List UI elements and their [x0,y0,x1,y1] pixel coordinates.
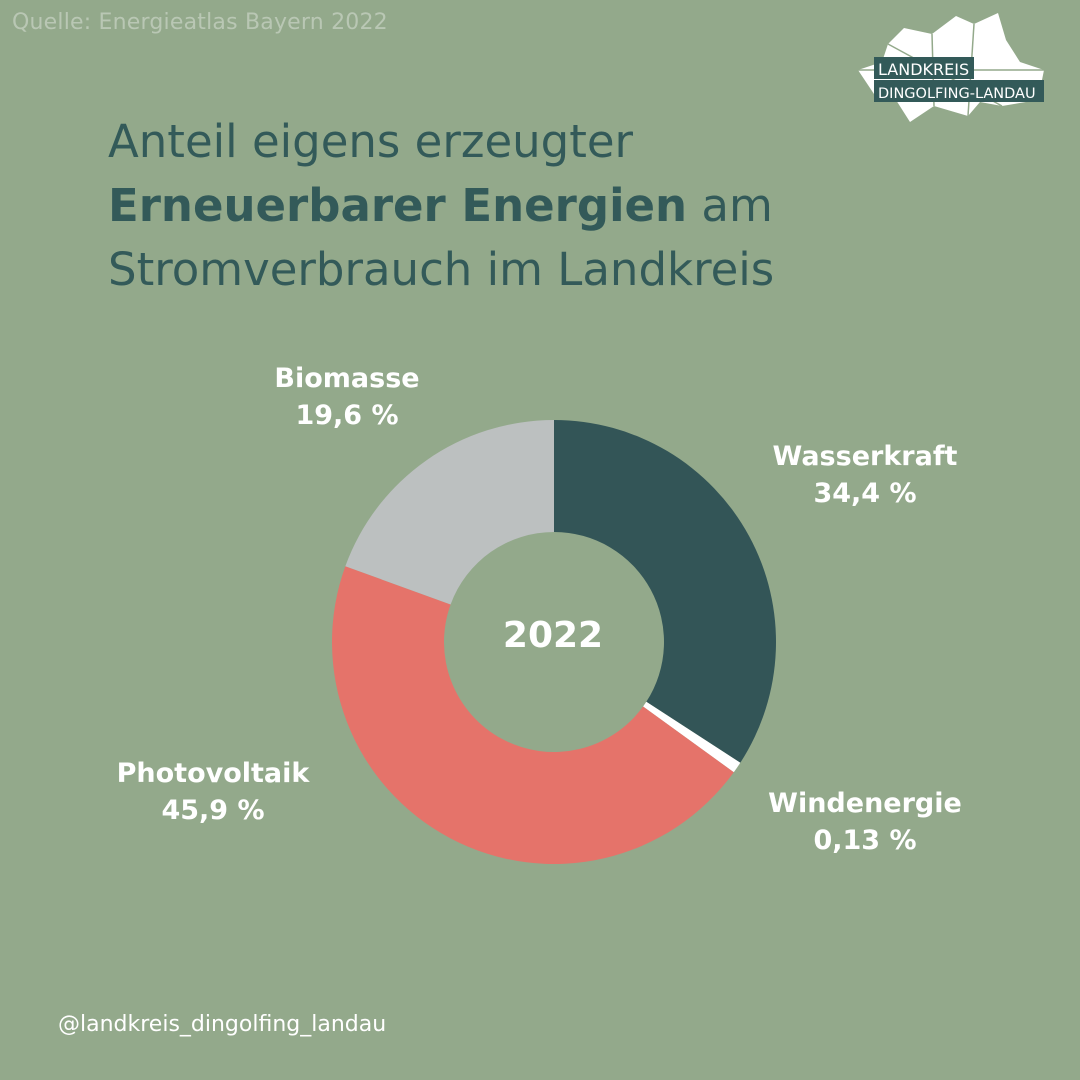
social-handle: @landkreis_dingolfing_landau [58,1012,387,1037]
label-wasserkraft: Wasserkraft 34,4 % [735,438,995,512]
slice-biomasse [345,420,554,605]
source-note: Quelle: Energieatlas Bayern 2022 [12,10,388,35]
label-photovoltaik: Photovoltaik 45,9 % [83,755,343,829]
logo-line1: LANDKREIS [878,60,969,79]
slice-photovoltaik [331,566,734,865]
center-year-label: 2022 [502,615,604,656]
label-windenergie-name: Windenergie [768,788,962,819]
label-windenergie-value: 0,13 % [813,825,917,856]
label-biomasse-value: 19,6 % [295,400,399,431]
landkreis-logo: LANDKREIS DINGOLFING-LANDAU [858,13,1044,122]
title-line2: Erneuerbarer Energien am [108,174,774,238]
label-biomasse-name: Biomasse [274,363,420,394]
logo-line2: DINGOLFING-LANDAU [878,86,1036,102]
label-windenergie: Windenergie 0,13 % [735,785,995,859]
title-line2-rest: am [687,179,773,232]
label-wasserkraft-value: 34,4 % [813,478,917,509]
slice-wasserkraft [554,420,777,763]
title-line3: Stromverbrauch im Landkreis [108,243,775,296]
label-biomasse: Biomasse 19,6 % [217,360,477,434]
slice-windenergie [643,701,741,773]
label-photovoltaik-value: 45,9 % [161,795,265,826]
chart-title: Anteil eigens erzeugter Erneuerbarer Ene… [108,110,774,302]
label-photovoltaik-name: Photovoltaik [116,758,310,789]
title-bold-text: Erneuerbarer Energien [108,179,688,232]
label-wasserkraft-name: Wasserkraft [772,441,958,472]
title-line1: Anteil eigens erzeugter [108,115,634,168]
